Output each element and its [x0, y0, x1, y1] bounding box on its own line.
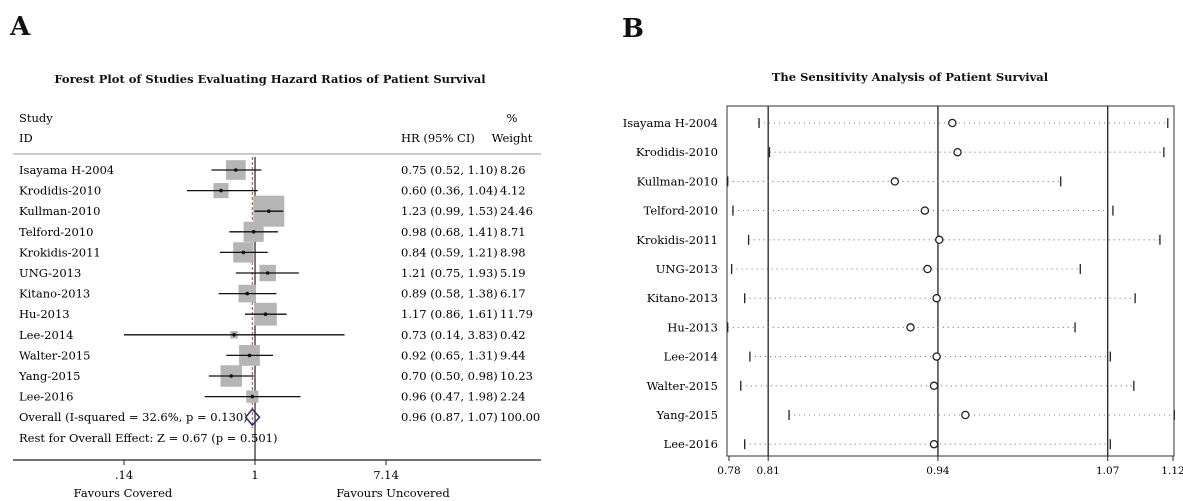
x-tick-label: 1.12	[1161, 465, 1183, 477]
study-weight: 8.26	[500, 163, 526, 177]
study-weight: 5.19	[500, 266, 526, 280]
panel-b-letter: B	[622, 14, 644, 44]
study-ci-text: 1.23 (0.99, 1.53)	[401, 204, 498, 218]
favours-right-label: Favours Uncovered	[336, 486, 450, 500]
favours-left-label: Favours Covered	[74, 486, 173, 500]
sensitivity-row-label: Isayama H-2004	[623, 116, 718, 130]
study-weight: 11.79	[500, 307, 533, 321]
sensitivity-row-label: Lee-2016	[664, 437, 718, 451]
x-tick-label: 1.07	[1096, 465, 1119, 477]
study-weight: 24.46	[500, 204, 533, 218]
study-label: Krokidis-2011	[19, 245, 101, 259]
point-estimate	[263, 312, 268, 317]
header-id: ID	[19, 131, 33, 145]
study-ci-text: 0.96 (0.47, 1.98)	[401, 390, 498, 404]
panel-a-letter: A	[10, 12, 31, 42]
point-estimate	[241, 250, 246, 255]
overall-diamond	[244, 408, 261, 427]
point-estimate	[247, 353, 252, 358]
study-ci-text: 0.84 (0.59, 1.21)	[401, 245, 498, 259]
header-study: Study	[19, 111, 53, 125]
study-weight: 10.23	[500, 369, 533, 383]
point-estimate	[234, 168, 238, 172]
study-label: Hu-2013	[19, 307, 70, 321]
sensitivity-row-label: Krokidis-2011	[636, 233, 718, 247]
x-tick-label: 7.14	[373, 468, 399, 482]
omitted-estimate	[932, 293, 941, 303]
omitted-estimate	[953, 147, 962, 157]
x-tick-label: .14	[115, 468, 133, 482]
sensitivity-row-label: Telford-2010	[644, 204, 718, 218]
sensitivity-row-label: Walter-2015	[647, 379, 718, 393]
study-label: Kullman-2010	[19, 204, 100, 218]
study-weight: 8.71	[500, 225, 526, 239]
x-tick-label: 0.81	[756, 465, 779, 477]
plot-frame	[726, 105, 1175, 457]
point-estimate	[267, 209, 271, 213]
x-tick-label: 1	[251, 468, 258, 482]
study-label: Isayama H-2004	[19, 163, 114, 177]
header-weight: Weight	[492, 131, 533, 145]
study-ci-text: 0.98 (0.68, 1.41)	[401, 225, 498, 239]
x-tick-label: 0.94	[926, 465, 950, 477]
point-estimate	[265, 271, 270, 275]
study-ci-text: 0.70 (0.50, 0.98)	[401, 369, 498, 383]
point-estimate	[229, 374, 234, 378]
study-label: Krodidis-2010	[19, 184, 101, 198]
sensitivity-title: The Sensitivity Analysis of Patient Surv…	[771, 70, 1049, 84]
overall-label: Overall (I-squared = 32.6%, p = 0.130)	[19, 410, 248, 424]
sensitivity-row-label: Kitano-2013	[647, 291, 718, 305]
omitted-estimate	[906, 323, 915, 332]
study-weight: 2.24	[500, 390, 526, 404]
x-tick-label: 0.78	[717, 465, 740, 477]
omitted-estimate	[948, 118, 957, 128]
study-weight: 9.44	[500, 348, 526, 362]
study-label: Lee-2016	[19, 390, 73, 404]
omitted-estimate	[961, 410, 970, 420]
study-ci-text: 0.92 (0.65, 1.31)	[401, 348, 498, 362]
omitted-estimate	[929, 381, 939, 391]
omitted-estimate	[890, 177, 900, 186]
study-weight: 8.98	[500, 245, 526, 259]
omitted-estimate	[923, 264, 932, 274]
study-label: Telford-2010	[19, 225, 93, 239]
sensitivity-row-label: Hu-2013	[667, 320, 718, 334]
point-estimate	[219, 188, 223, 193]
omitted-estimate	[920, 206, 930, 215]
forest-plot-title: Forest Plot of Studies Evaluating Hazard…	[54, 72, 486, 86]
study-weight: 4.12	[500, 184, 526, 198]
omitted-estimate	[929, 439, 939, 449]
study-label: Lee-2014	[19, 328, 73, 342]
study-weight: 0.42	[500, 328, 526, 342]
overall-ci-text: 0.96 (0.87, 1.07)	[401, 410, 498, 424]
point-estimate	[245, 291, 250, 296]
study-weight: 6.17	[500, 287, 526, 301]
sensitivity-row-label: UNG-2013	[656, 262, 718, 276]
omitted-estimate	[934, 235, 944, 245]
sensitivity-row-label: Krodidis-2010	[636, 145, 718, 159]
sensitivity-row-label: Lee-2014	[664, 350, 718, 364]
study-ci-text: 0.89 (0.58, 1.38)	[401, 287, 498, 301]
header-hr: HR (95% CI)	[401, 131, 475, 145]
omitted-estimate	[932, 352, 941, 361]
sensitivity-row-label: Kullman-2010	[637, 174, 718, 188]
study-label: UNG-2013	[19, 266, 81, 280]
study-label: Kitano-2013	[19, 287, 90, 301]
study-label: Walter-2015	[19, 348, 90, 362]
study-label: Yang-2015	[18, 369, 80, 383]
point-estimate	[232, 333, 236, 337]
header-weight-pct: %	[507, 111, 518, 125]
study-ci-text: 1.21 (0.75, 1.93)	[401, 266, 498, 280]
overall-effect-test: Rest for Overall Effect: Z = 0.67 (p = 0…	[19, 431, 277, 445]
study-ci-text: 0.73 (0.14, 3.83)	[401, 328, 498, 342]
point-estimate	[250, 394, 255, 399]
study-ci-text: 0.60 (0.36, 1.04)	[401, 184, 498, 198]
point-estimate	[251, 230, 256, 234]
study-ci-text: 0.75 (0.52, 1.10)	[401, 163, 498, 177]
sensitivity-row-label: Yang-2015	[656, 408, 718, 422]
study-ci-text: 1.17 (0.86, 1.61)	[401, 307, 498, 321]
overall-weight: 100.00	[500, 410, 540, 424]
